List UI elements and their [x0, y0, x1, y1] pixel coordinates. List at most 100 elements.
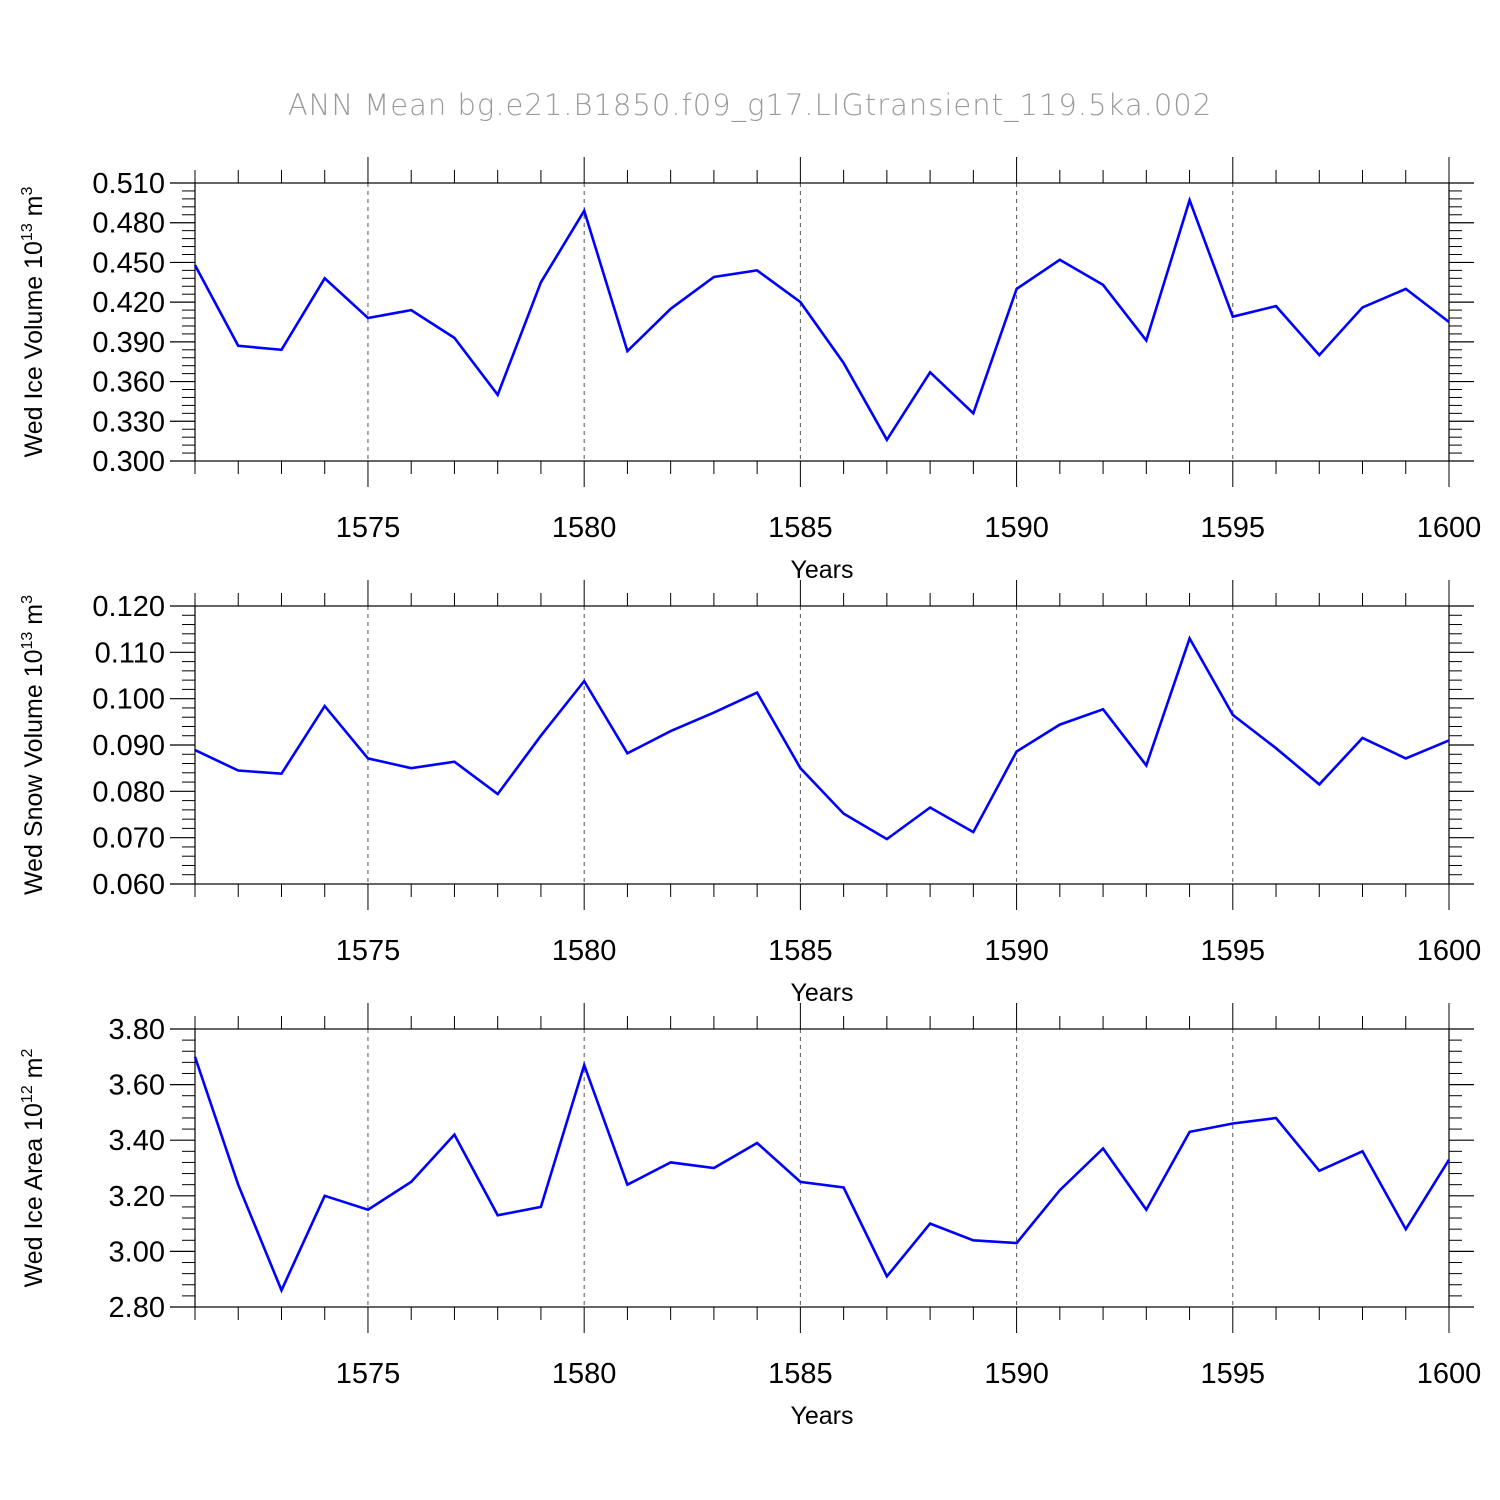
y-tick-label: 0.110 — [95, 637, 165, 669]
x-tick-label: 1585 — [768, 512, 833, 544]
x-tick-label: 1580 — [552, 935, 617, 967]
data-point — [670, 1162, 671, 1163]
data-point — [411, 1181, 412, 1182]
data-point — [497, 1215, 498, 1216]
data-point — [973, 413, 974, 414]
data-point — [454, 761, 455, 762]
data-point — [238, 345, 239, 346]
data-point — [540, 735, 541, 736]
data-point — [800, 302, 801, 303]
data-point — [584, 1065, 585, 1066]
y-axis-title: Wed Ice Area 1012 m2 — [19, 1048, 48, 1287]
x-tick-label: 1590 — [984, 512, 1049, 544]
data-point — [757, 270, 758, 271]
y-tick-label: 0.300 — [92, 446, 165, 478]
y-tick-label: 3.40 — [109, 1125, 165, 1157]
x-tick-label: 1595 — [1201, 1358, 1266, 1390]
x-tick-label: 1585 — [768, 935, 833, 967]
series-line — [194, 635, 1450, 841]
data-point — [1103, 1148, 1104, 1149]
data-point — [1319, 1170, 1320, 1171]
y-tick-label: 0.480 — [92, 208, 165, 240]
data-point — [497, 794, 498, 795]
data-point — [195, 265, 196, 266]
data-point — [973, 1240, 974, 1241]
x-tick-label: 1575 — [336, 512, 401, 544]
y-tick-label: 3.80 — [109, 1014, 165, 1046]
x-tick-label: 1595 — [1201, 935, 1266, 967]
data-point — [497, 394, 498, 395]
y-tick-label: 0.080 — [92, 776, 165, 808]
plot-frame — [194, 605, 1450, 885]
data-point — [800, 768, 801, 769]
data-point — [1405, 1229, 1406, 1230]
data-point — [1189, 1131, 1190, 1132]
x-axis-title: Years — [790, 979, 853, 1007]
data-point — [1059, 724, 1060, 725]
data-point — [973, 832, 974, 833]
x-tick-label: 1600 — [1417, 1358, 1482, 1390]
data-point — [1319, 355, 1320, 356]
data-point — [1449, 1159, 1450, 1160]
data-point — [281, 349, 282, 350]
data-point — [1449, 322, 1450, 323]
y-tick-label: 0.450 — [92, 247, 165, 279]
chart-panel-ice-volume: 0.300 0.330 0.360 0.390 0.420 0.450 0.480 0.510… — [19, 157, 1481, 584]
data-point — [1232, 1123, 1233, 1124]
data-point — [670, 308, 671, 309]
data-point — [281, 1290, 282, 1291]
data-point — [324, 706, 325, 707]
y-axis-title: Wed Snow Volume 1013 m3 — [19, 595, 48, 895]
y-tick-label: 0.390 — [92, 327, 165, 359]
data-point — [1103, 709, 1104, 710]
x-tick-label: 1600 — [1417, 935, 1482, 967]
x-tick-label: 1590 — [984, 935, 1049, 967]
data-point — [1276, 306, 1277, 307]
data-point — [1362, 1151, 1363, 1152]
data-point — [843, 1187, 844, 1188]
data-point — [1449, 740, 1450, 741]
x-tick-label: 1575 — [336, 1358, 401, 1390]
x-tick-label: 1580 — [552, 512, 617, 544]
y-tick-label: 3.20 — [109, 1181, 165, 1213]
data-point — [1189, 200, 1190, 201]
x-tick-label: 1590 — [984, 1358, 1049, 1390]
y-axis-title: Wed Ice Volume 1013 m3 — [19, 186, 48, 457]
data-point — [1016, 1243, 1017, 1244]
data-point — [627, 1184, 628, 1185]
data-point — [1405, 288, 1406, 289]
data-point — [930, 372, 931, 373]
data-point — [1276, 748, 1277, 749]
data-point — [1016, 288, 1017, 289]
chart-panel-ice-area: 2.80 3.00 3.20 3.40 3.60 3.80 1575 1580 1585 1590… — [19, 1003, 1481, 1430]
y-tick-label: 0.420 — [92, 287, 165, 319]
data-point — [1362, 307, 1363, 308]
data-point — [800, 1181, 801, 1182]
data-point — [1016, 751, 1017, 752]
series-line — [193, 1056, 1451, 1294]
data-point — [238, 1184, 239, 1185]
data-point — [584, 210, 585, 211]
data-point — [238, 770, 239, 771]
y-tick-label: 0.070 — [92, 823, 165, 855]
data-point — [1405, 758, 1406, 759]
data-point — [1362, 738, 1363, 739]
data-point — [1059, 1190, 1060, 1191]
data-point — [1189, 638, 1190, 639]
data-point — [454, 337, 455, 338]
y-tick-label: 0.090 — [92, 730, 165, 762]
data-point — [367, 1209, 368, 1210]
data-point — [195, 1056, 196, 1057]
data-point — [1146, 765, 1147, 766]
data-point — [627, 351, 628, 352]
data-point — [1276, 1117, 1277, 1118]
data-point — [886, 1276, 887, 1277]
y-tick-label: 3.60 — [109, 1070, 165, 1102]
x-axis-title: Years — [790, 556, 853, 584]
page-title: ANN Mean bg.e21.B1850.f09_g17.LIGtransie… — [287, 88, 1213, 122]
y-tick-label: 2.80 — [109, 1292, 165, 1324]
data-point — [324, 278, 325, 279]
y-tick-label: 0.360 — [92, 367, 165, 399]
x-tick-label: 1585 — [768, 1358, 833, 1390]
